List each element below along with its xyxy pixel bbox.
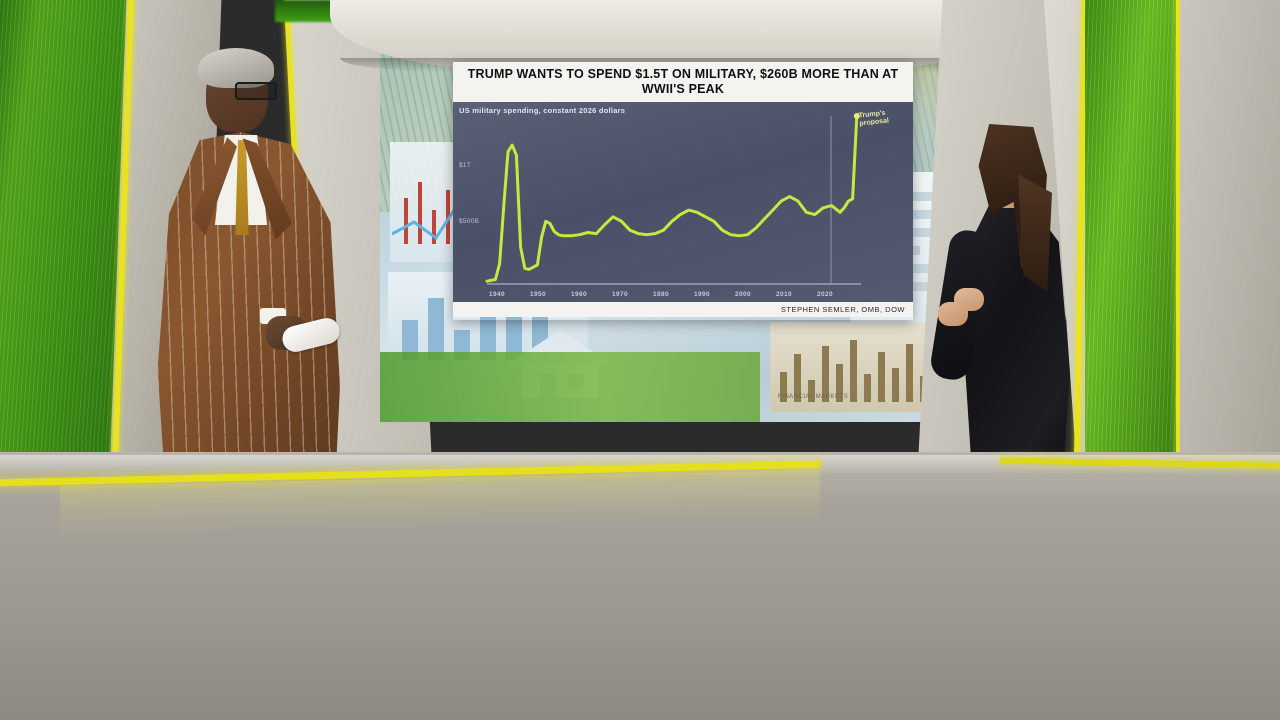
host-necktie (235, 140, 249, 235)
y-tick-1t: $1T (459, 161, 472, 169)
yellow-trim-4 (1176, 0, 1181, 462)
x-tick-1970: 1970 (612, 290, 629, 298)
chart-source: STEPHEN SEMLER, OMB, DOW (453, 301, 913, 317)
x-tick-2010: 2010 (776, 290, 793, 298)
x-tick-1980: 1980 (653, 290, 670, 298)
chart-plot-area: US military spending, constant 2026 doll… (453, 101, 913, 302)
x-tick-1960: 1960 (571, 290, 588, 298)
videowall-caption: FINANCIAL MARKETS (778, 394, 849, 400)
on-screen-chart: TRUMP WANTS TO SPEND $1.5T ON MILITARY, … (453, 62, 913, 320)
x-tick-2000: 2000 (735, 290, 752, 298)
host-hair (198, 48, 274, 88)
green-wall-graphic (380, 352, 760, 422)
x-tick-1990: 1990 (694, 290, 711, 298)
guest-hair-strand (1018, 174, 1052, 292)
lower-third-overlay: FOX BUSINESS 1:42P CT TRUMP BUDGET SEEKS… (0, 524, 1280, 720)
green-wall-left (0, 0, 130, 470)
x-tick-1940: 1940 (489, 290, 506, 298)
studio-panel-4 (1180, 0, 1280, 465)
y-tick-500b: $500B (459, 217, 480, 225)
x-tick-1950: 1950 (530, 290, 547, 298)
studio-arch (330, 0, 1030, 70)
chart-line-svg (485, 112, 861, 285)
chart-subtitle: US military spending, constant 2026 doll… (459, 105, 626, 115)
x-tick-2020: 2020 (817, 290, 834, 298)
host-eyeglasses (235, 82, 277, 100)
studio-floor (0, 452, 1280, 720)
chart-title: TRUMP WANTS TO SPEND $1.5T ON MILITARY, … (453, 62, 913, 102)
guest-hand-left (938, 302, 968, 326)
